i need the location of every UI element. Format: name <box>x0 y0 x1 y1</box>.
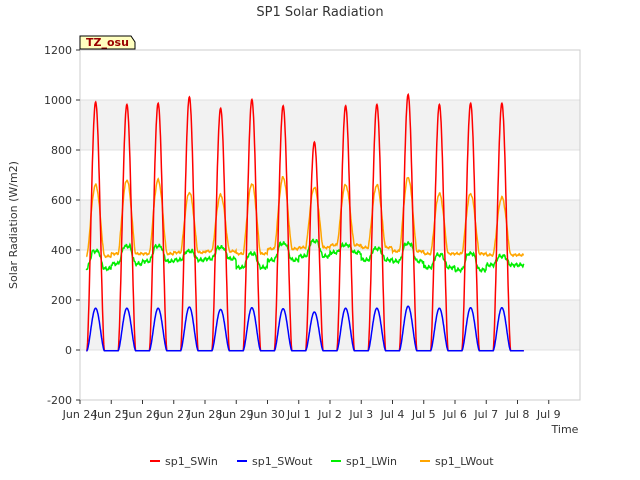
y-tick-label: 600 <box>51 194 72 207</box>
chart-title: SP1 Solar Radiation <box>256 5 383 20</box>
series-layer <box>85 92 525 352</box>
x-axis-label: Time <box>551 423 579 436</box>
x-tick-label: Jul 6 <box>442 408 467 421</box>
legend-label: sp1_LWin <box>346 455 397 468</box>
plot-band <box>80 300 580 350</box>
x-tick-label: Jun 26 <box>124 408 160 421</box>
legend-label: sp1_LWout <box>435 455 494 468</box>
tz-badge-text: TZ_osu <box>86 36 129 49</box>
y-tick-label: 200 <box>51 294 72 307</box>
x-tick-label: Jul 1 <box>286 408 311 421</box>
y-tick-label: 400 <box>51 244 72 257</box>
series-line-sp1_LWout <box>85 176 524 259</box>
y-axis-label: Solar Radiation (W/m2) <box>7 161 20 289</box>
y-tick-label: 1000 <box>44 94 72 107</box>
tz-badge: TZ_osu <box>79 35 136 50</box>
legend: sp1_SWin sp1_SWout sp1_LWin sp1_LWout <box>150 455 494 468</box>
tz-badge-box <box>79 35 136 50</box>
x-tick-label: Jul 7 <box>473 408 498 421</box>
x-tick-label: Jul 8 <box>505 408 530 421</box>
y-tick-label: 0 <box>65 344 72 357</box>
x-tick-label: Jul 4 <box>380 408 405 421</box>
series-line-sp1_SWout <box>86 305 524 352</box>
x-tick-label: Jul 3 <box>348 408 373 421</box>
legend-label: sp1_SWout <box>252 455 313 468</box>
x-tick-label: Jul 2 <box>317 408 342 421</box>
plot-band <box>80 100 580 150</box>
y-tick-label: -200 <box>47 394 72 407</box>
x-tick-label: Jul 9 <box>536 408 561 421</box>
x-tick-label: Jun 27 <box>155 408 191 421</box>
x-tick-label: Jul 5 <box>411 408 436 421</box>
x-tick-label: Jun 25 <box>93 408 129 421</box>
y-tick-label: 800 <box>51 144 72 157</box>
plot-area <box>80 50 580 400</box>
x-tick-label: Jun 29 <box>218 408 254 421</box>
x-tick-label: Jun 30 <box>249 408 285 421</box>
y-tick-label: 1200 <box>44 44 72 57</box>
x-tick-label: Jun 28 <box>187 408 223 421</box>
x-tick-label: Jun 24 <box>62 408 98 421</box>
legend-label: sp1_SWin <box>165 455 218 468</box>
series-line-sp1_LWin <box>85 238 525 274</box>
y-axis-ticks: -200 0 200 400 600 800 1000 1200 <box>44 44 80 407</box>
